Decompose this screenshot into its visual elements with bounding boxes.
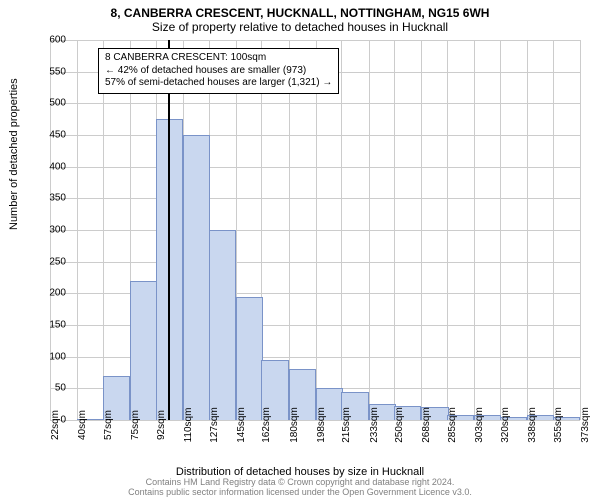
chart-title-sub: Size of property relative to detached ho… [0,20,600,38]
x-tick-label: 373sqm [580,407,591,443]
annotation-line-2: ← 42% of detached houses are smaller (97… [105,65,332,78]
histogram-bar [236,297,263,421]
x-tick-label: 355sqm [553,407,564,443]
gridline-v [77,40,78,420]
x-tick-label: 22sqm [50,410,61,440]
y-tick-label: 350 [49,193,66,204]
histogram-bar [209,230,236,420]
x-tick-label: 162sqm [261,407,272,443]
gridline-v [421,40,422,420]
gridline-v [447,40,448,420]
x-tick-label: 75sqm [130,410,141,440]
y-tick-label: 450 [49,130,66,141]
chart-title-main: 8, CANBERRA CRESCENT, HUCKNALL, NOTTINGH… [0,0,600,20]
footer-attribution: Contains HM Land Registry data © Crown c… [0,478,600,498]
x-tick-label: 127sqm [209,407,220,443]
gridline-v [394,40,395,420]
x-tick-label: 110sqm [183,408,194,443]
x-tick-label: 180sqm [289,407,300,443]
plot-region: 8 CANBERRA CRESCENT: 100sqm← 42% of deta… [50,40,580,420]
gridline-v [553,40,554,420]
gridline-v [341,40,342,420]
y-tick-label: 300 [49,225,66,236]
histogram-bar [183,135,210,420]
y-tick-label: 100 [49,351,66,362]
x-axis-label: Distribution of detached houses by size … [0,466,600,478]
y-axis-label: Number of detached properties [8,78,20,230]
gridline-v [289,40,290,420]
x-tick-label: 303sqm [474,407,485,443]
y-tick-label: 150 [49,320,66,331]
x-tick-label: 92sqm [156,410,167,440]
x-tick-label: 285sqm [447,407,458,443]
reference-line [168,40,170,420]
gridline-v [527,40,528,420]
y-tick-label: 550 [49,66,66,77]
gridline-v [316,40,317,420]
x-tick-label: 145sqm [236,407,247,443]
annotation-box: 8 CANBERRA CRESCENT: 100sqm← 42% of deta… [98,48,339,94]
x-tick-label: 320sqm [500,407,511,443]
y-tick-label: 50 [55,383,66,394]
gridline-v [500,40,501,420]
gridline-v [474,40,475,420]
y-tick-label: 250 [49,256,66,267]
annotation-line-3: 57% of semi-detached houses are larger (… [105,77,332,90]
x-tick-label: 250sqm [394,407,405,443]
y-tick-label: 0 [60,415,66,426]
gridline-v [103,40,104,420]
histogram-bar [130,281,157,420]
annotation-line-1: 8 CANBERRA CRESCENT: 100sqm [105,52,332,65]
footer-line-2: Contains public sector information licen… [0,488,600,498]
y-tick-label: 400 [49,161,66,172]
x-tick-label: 233sqm [369,407,380,443]
gridline-v [580,40,581,420]
gridline-v [369,40,370,420]
chart-area: 8 CANBERRA CRESCENT: 100sqm← 42% of deta… [50,40,580,420]
x-tick-label: 57sqm [103,410,114,440]
x-tick-label: 338sqm [527,407,538,443]
y-tick-label: 500 [49,98,66,109]
x-tick-label: 215sqm [341,407,352,443]
x-tick-label: 268sqm [421,407,432,443]
y-tick-label: 200 [49,288,66,299]
x-tick-label: 40sqm [77,410,88,440]
x-tick-label: 198sqm [316,407,327,443]
y-tick-label: 600 [49,35,66,46]
